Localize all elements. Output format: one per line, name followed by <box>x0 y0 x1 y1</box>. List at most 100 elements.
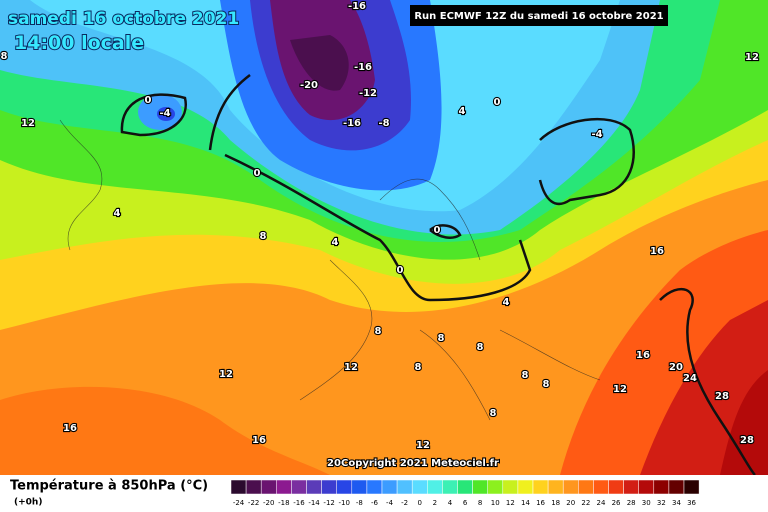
scale-label: 28 <box>627 499 636 507</box>
contour-label: 4 <box>332 237 339 248</box>
contour-label: 8 <box>260 231 267 242</box>
contour-label: 4 <box>503 297 510 308</box>
contour-label: 8 <box>543 379 550 390</box>
scale-label: 16 <box>536 499 545 507</box>
color-swatch <box>245 479 262 495</box>
scale-label: 20 <box>566 499 575 507</box>
color-swatch <box>653 479 670 495</box>
scale-label: 14 <box>521 499 530 507</box>
scale-label: -16 <box>293 499 305 507</box>
contour-label: 20 <box>327 458 341 469</box>
color-swatch <box>427 479 443 495</box>
time-title: 14:00 locale <box>14 32 144 54</box>
color-swatch <box>442 479 458 495</box>
color-swatch <box>683 479 700 495</box>
scale-label: -12 <box>323 499 334 507</box>
color-swatch <box>502 479 519 495</box>
contour-label: -12 <box>359 88 377 99</box>
contour-label: 8 <box>1 51 8 62</box>
contour-label: 28 <box>740 435 754 446</box>
color-swatch <box>472 479 488 495</box>
contour-label: 28 <box>715 391 729 402</box>
scale-label: 10 <box>491 499 500 507</box>
scale-label: 22 <box>581 499 590 507</box>
temperature-field <box>0 0 768 475</box>
contour-labels: -16 -20 -16 -12 -16 -8 0 -4 0 4 -4 12 0 4 8 4 0 0 16 4 8 8 8 16… <box>0 0 760 470</box>
copyright: Copyright 2021 Meteociel.fr <box>341 458 499 469</box>
color-swatch <box>260 479 277 495</box>
run-box <box>410 5 668 26</box>
contour-label: -4 <box>591 129 602 140</box>
contour-label: 0 <box>397 265 404 276</box>
contour-label: 4 <box>114 208 121 219</box>
scale-label: 32 <box>657 499 666 507</box>
color-scale: -24 -22 -20 -18 -16 -14 -12 -10 -8 -6 -4 -2 0 2 4 6 8 10 1… <box>230 479 700 507</box>
legend-title: Température à 850hPa (°C) <box>10 479 208 494</box>
scale-label: 4 <box>448 499 453 507</box>
contour-label: 16 <box>63 423 77 434</box>
contour-label: -16 <box>354 62 372 73</box>
contour-label: 20 <box>669 362 683 373</box>
contour-label: 8 <box>415 362 422 373</box>
scale-label: -22 <box>248 499 259 507</box>
contour-label: 24 <box>683 373 697 384</box>
color-swatch <box>668 479 685 495</box>
color-swatch <box>608 479 624 495</box>
color-swatch <box>336 479 353 495</box>
color-swatch <box>321 479 337 495</box>
date-title: samedi 16 octobre 2021 <box>8 9 239 29</box>
contour-label: 12 <box>219 369 233 380</box>
contour-label: 8 <box>490 408 497 419</box>
contour-label: 12 <box>344 362 358 373</box>
scale-label: -4 <box>386 499 394 507</box>
contour-label: 0 <box>494 97 501 108</box>
contour-label: -16 <box>348 1 366 12</box>
scale-label: 26 <box>612 499 621 507</box>
coastlines <box>59 119 601 421</box>
scale-label: 0 <box>418 499 422 507</box>
color-swatch <box>578 479 594 495</box>
color-swatch <box>230 479 247 495</box>
contour-label: 12 <box>613 384 627 395</box>
scale-label: 8 <box>478 499 482 507</box>
scale-label: -14 <box>308 499 320 507</box>
contour-label: -8 <box>378 118 389 129</box>
color-swatch <box>381 479 398 495</box>
color-swatch <box>276 479 292 495</box>
scale-label: 12 <box>506 499 515 507</box>
contour-label: 8 <box>375 326 382 337</box>
contour-label: -4 <box>159 108 170 119</box>
contour-label: 16 <box>252 435 266 446</box>
color-swatch <box>593 479 609 495</box>
contour-label: 8 <box>522 370 529 381</box>
contour-label: 16 <box>636 350 650 361</box>
scale-label: -6 <box>371 499 379 507</box>
color-swatch <box>366 479 383 495</box>
color-swatch <box>396 479 413 495</box>
color-swatch <box>411 479 428 495</box>
contour-label: 4 <box>459 106 466 117</box>
scale-label: 24 <box>596 499 605 507</box>
color-swatch <box>517 479 534 495</box>
color-swatch <box>351 479 368 495</box>
scale-label: -2 <box>401 499 408 507</box>
color-swatch <box>562 479 579 495</box>
scale-label: 30 <box>642 499 651 507</box>
contour-label: 12 <box>21 118 35 129</box>
scale-label: 6 <box>463 499 468 507</box>
contour-label: 8 <box>438 333 445 344</box>
scale-label: 2 <box>433 499 437 507</box>
contour-label: 12 <box>745 52 759 63</box>
contour-label: -16 <box>343 118 361 129</box>
contour-label: 0 <box>254 168 261 179</box>
contour-label: 0 <box>434 225 441 236</box>
forecast-step: (+0h) <box>14 498 42 508</box>
color-swatch <box>306 479 322 495</box>
scale-label: -18 <box>278 499 289 507</box>
scale-label: -10 <box>339 499 350 507</box>
isotherm-lines <box>120 74 756 476</box>
scale-label: 34 <box>672 499 681 507</box>
scale-label: -24 <box>233 499 245 507</box>
contour-label: 16 <box>650 246 664 257</box>
